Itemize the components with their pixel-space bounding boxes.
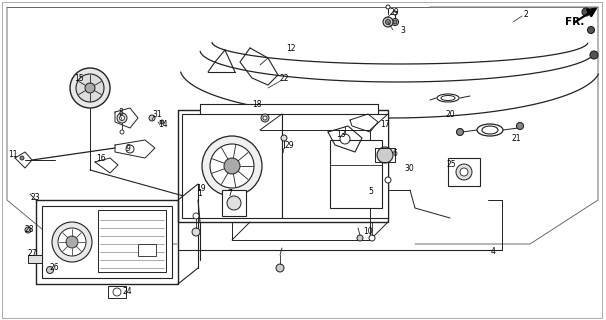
Circle shape	[66, 236, 78, 248]
Text: 2: 2	[524, 10, 529, 19]
Circle shape	[386, 5, 390, 9]
Circle shape	[126, 145, 134, 153]
Bar	[222, 190, 246, 216]
Text: 8: 8	[118, 108, 123, 116]
Text: 9: 9	[125, 143, 130, 153]
Text: 29: 29	[390, 7, 399, 17]
Text: FR.: FR.	[565, 17, 584, 27]
Circle shape	[582, 8, 590, 16]
Circle shape	[20, 156, 24, 160]
Circle shape	[47, 267, 53, 274]
Circle shape	[340, 134, 350, 144]
Text: 18: 18	[252, 100, 262, 108]
Text: 3: 3	[400, 26, 405, 35]
Text: 21: 21	[512, 133, 522, 142]
Text: 13: 13	[336, 130, 345, 139]
Text: 17: 17	[380, 119, 390, 129]
Text: 28: 28	[24, 225, 33, 234]
Bar	[28, 255, 42, 263]
Circle shape	[193, 213, 199, 219]
Circle shape	[590, 51, 598, 59]
Text: 4: 4	[491, 247, 496, 257]
Text: 10: 10	[363, 228, 373, 236]
Circle shape	[385, 177, 391, 183]
Circle shape	[460, 168, 468, 176]
Circle shape	[516, 123, 524, 130]
Circle shape	[227, 196, 241, 210]
Ellipse shape	[437, 94, 459, 102]
Circle shape	[192, 228, 200, 236]
Bar	[330, 140, 382, 208]
Circle shape	[25, 227, 31, 233]
Text: 22: 22	[280, 74, 290, 83]
Bar	[138, 244, 156, 256]
Circle shape	[202, 136, 262, 196]
Circle shape	[393, 20, 397, 24]
Circle shape	[357, 235, 363, 241]
Text: 20: 20	[446, 109, 456, 118]
Text: 31: 31	[152, 109, 162, 118]
Text: 19: 19	[196, 183, 205, 193]
Text: 30: 30	[404, 164, 414, 172]
Text: 15: 15	[74, 74, 84, 83]
Text: 11: 11	[8, 149, 18, 158]
Circle shape	[224, 158, 240, 174]
Text: 14: 14	[158, 119, 168, 129]
Circle shape	[160, 120, 164, 124]
Circle shape	[456, 129, 464, 135]
Circle shape	[263, 116, 267, 120]
Circle shape	[117, 113, 127, 123]
Text: 6: 6	[393, 148, 398, 157]
Bar	[42, 206, 172, 278]
Circle shape	[261, 114, 269, 122]
Bar	[448, 158, 480, 186]
Circle shape	[587, 27, 594, 34]
Circle shape	[149, 115, 155, 121]
Bar	[182, 114, 282, 218]
Bar	[282, 114, 388, 218]
Circle shape	[281, 135, 287, 141]
Ellipse shape	[482, 126, 498, 134]
Text: 25: 25	[447, 159, 457, 169]
Circle shape	[276, 264, 284, 272]
Bar	[98, 210, 166, 272]
Circle shape	[385, 20, 390, 25]
Circle shape	[369, 235, 375, 241]
Text: 26: 26	[49, 263, 59, 273]
Circle shape	[113, 288, 121, 296]
Circle shape	[70, 68, 110, 108]
Text: 12: 12	[286, 44, 296, 52]
Ellipse shape	[477, 124, 503, 136]
Circle shape	[456, 164, 472, 180]
Circle shape	[52, 222, 92, 262]
Circle shape	[119, 116, 124, 121]
Text: 23: 23	[30, 194, 39, 203]
Circle shape	[58, 228, 86, 256]
Circle shape	[393, 11, 397, 15]
Text: 24: 24	[122, 287, 132, 297]
Circle shape	[210, 144, 254, 188]
Ellipse shape	[441, 95, 455, 100]
Text: 5: 5	[368, 188, 373, 196]
Text: 16: 16	[96, 154, 105, 163]
Bar	[200, 104, 378, 118]
Text: 1: 1	[197, 189, 202, 198]
Circle shape	[391, 19, 399, 26]
Circle shape	[76, 74, 104, 102]
Text: 29: 29	[285, 140, 295, 149]
Circle shape	[85, 83, 95, 93]
Circle shape	[120, 130, 124, 134]
Bar	[108, 286, 126, 298]
Circle shape	[383, 17, 393, 27]
Circle shape	[377, 147, 393, 163]
Text: 27: 27	[27, 250, 36, 259]
Text: 7: 7	[227, 188, 232, 197]
